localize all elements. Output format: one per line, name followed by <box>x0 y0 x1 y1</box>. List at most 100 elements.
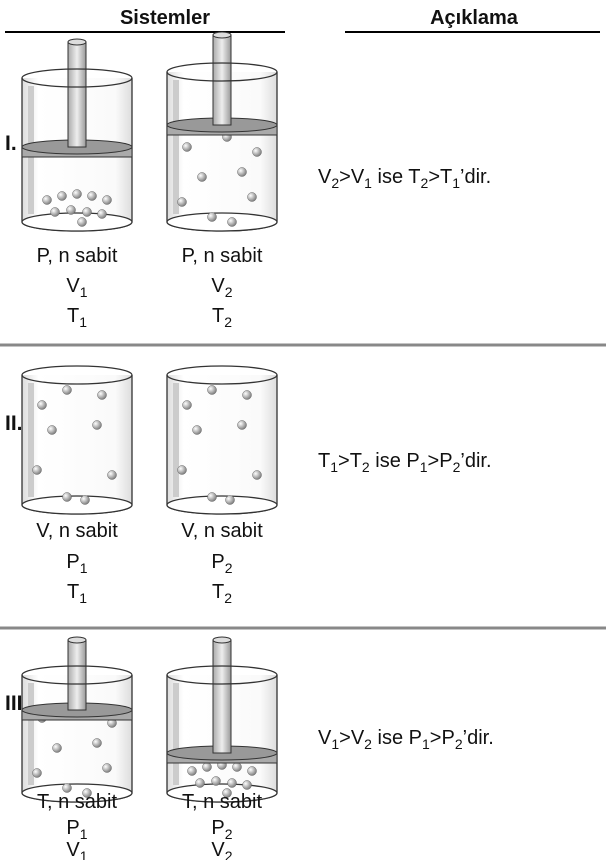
gas-particle <box>32 465 42 475</box>
gas-particle <box>247 766 257 776</box>
gas-particle <box>97 390 107 400</box>
var-text: T <box>212 581 224 603</box>
gas-particle <box>107 470 117 480</box>
subscript: 2 <box>453 459 461 475</box>
gas-particle <box>47 425 57 435</box>
gas-particle <box>62 783 72 793</box>
var-text: T <box>212 305 224 327</box>
var-text: V <box>66 275 80 297</box>
var-text: V <box>66 839 80 860</box>
formula-text: ’dir. <box>460 450 491 472</box>
gas-particle <box>207 212 217 222</box>
gas-particle <box>102 763 112 773</box>
variable: P2 <box>211 817 232 842</box>
condition: P, n sabit <box>182 245 263 267</box>
gas-particle <box>62 492 72 502</box>
gas-particle <box>207 492 217 502</box>
gas-particle <box>87 191 97 201</box>
gas-particle <box>177 197 187 207</box>
formula-text: V <box>318 727 332 749</box>
glare <box>28 383 34 497</box>
cylinder <box>21 365 133 515</box>
rod-top <box>67 38 87 46</box>
cylinder-base <box>166 212 278 232</box>
subscript: 1 <box>80 284 88 300</box>
cylinder <box>21 38 133 232</box>
cylinder-top <box>166 62 278 82</box>
cylinder <box>166 31 278 232</box>
formula-text: ise P <box>370 450 420 472</box>
gas-particle <box>66 205 76 215</box>
variable: V1 <box>66 275 87 300</box>
subscript: 1 <box>330 459 338 475</box>
gas-particle <box>82 788 92 798</box>
cylinder-top <box>21 665 133 685</box>
subscript: 1 <box>364 175 372 191</box>
subscript: 1 <box>452 175 460 191</box>
header-left: Sistemler <box>120 7 210 29</box>
glare <box>173 80 179 214</box>
glare <box>28 683 34 785</box>
var-text: T <box>67 305 79 327</box>
row-label: I. <box>5 132 17 155</box>
cylinder <box>21 636 133 803</box>
gas-particle <box>57 191 67 201</box>
gas-particle <box>207 385 217 395</box>
var-text: P <box>211 551 224 573</box>
rod-top <box>67 636 87 644</box>
subscript: 2 <box>455 736 463 752</box>
var-text: T <box>67 581 79 603</box>
variable: V1 <box>66 839 87 860</box>
var-text: P <box>211 817 224 839</box>
formula-text: ise P <box>372 727 422 749</box>
rod <box>67 639 87 711</box>
cylinder <box>166 636 278 803</box>
gas-particle <box>252 147 262 157</box>
gas-particle <box>192 425 202 435</box>
rod <box>212 34 232 126</box>
subscript: 2 <box>331 175 339 191</box>
variable: T1 <box>67 581 87 606</box>
gas-particle <box>82 207 92 217</box>
var-text: V <box>211 275 225 297</box>
formula-text: >V <box>339 166 365 188</box>
explanation: V2>V1 ise T2>T1’dir. <box>318 166 491 191</box>
gas-particle <box>202 762 212 772</box>
gas-particle <box>237 167 247 177</box>
subscript: 1 <box>80 848 88 860</box>
subscript: 1 <box>79 590 87 606</box>
gas-particle <box>177 465 187 475</box>
gas-particle <box>182 400 192 410</box>
gas-particle <box>50 207 60 217</box>
rod <box>212 639 232 754</box>
header-right: Açıklama <box>430 7 519 29</box>
condition: V, n sabit <box>36 520 118 542</box>
formula-text: >T <box>428 166 452 188</box>
subscript: 2 <box>225 848 233 860</box>
condition: T, n sabit <box>182 791 262 813</box>
variable: T2 <box>212 581 232 606</box>
gas-particle <box>242 780 252 790</box>
gas-particle <box>102 195 112 205</box>
glare <box>173 383 179 497</box>
subscript: 2 <box>225 284 233 300</box>
cylinder <box>166 365 278 515</box>
cylinder-body <box>166 375 278 515</box>
variable: V2 <box>211 839 232 860</box>
gas-particle <box>211 776 221 786</box>
formula-text: >P <box>428 450 453 472</box>
variable: T2 <box>212 305 232 330</box>
subscript: 2 <box>225 560 233 576</box>
formula-text: T <box>318 450 330 472</box>
gas-particle <box>252 470 262 480</box>
gas-particle <box>52 743 62 753</box>
variable: P2 <box>211 551 232 576</box>
subscript: 2 <box>362 459 370 475</box>
condition: P, n sabit <box>37 245 118 267</box>
cylinder-base <box>21 495 133 515</box>
rod-top <box>212 31 232 39</box>
variable: V2 <box>211 275 232 300</box>
gas-particle <box>187 766 197 776</box>
row-label: II. <box>5 412 23 435</box>
variable: T1 <box>67 305 87 330</box>
